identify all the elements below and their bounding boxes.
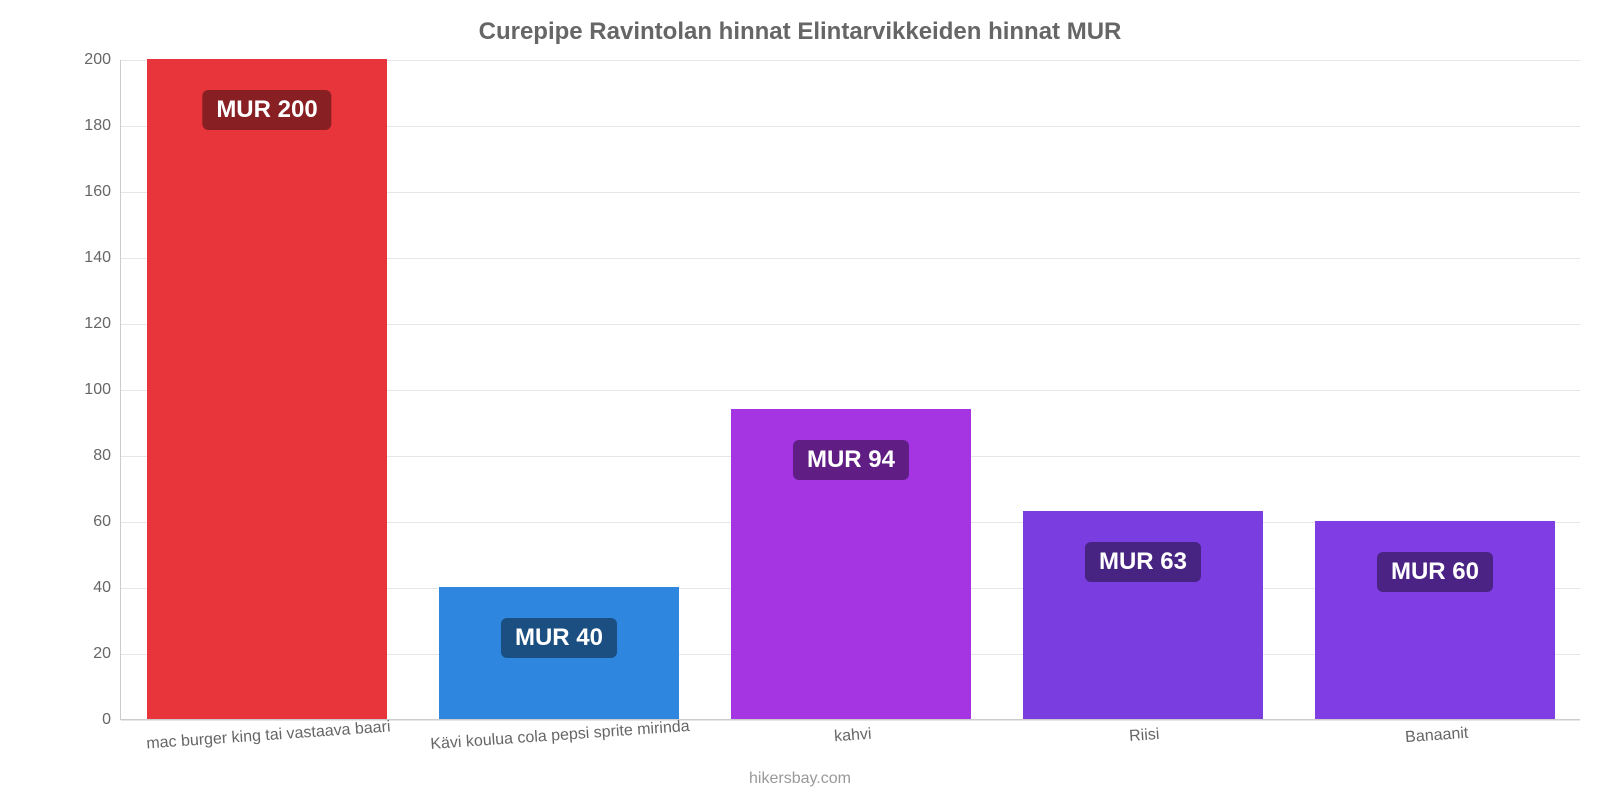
chart-footer: hikersbay.com	[0, 770, 1600, 788]
y-tick-label: 200	[84, 51, 121, 69]
plot-area: 020406080100120140160180200MUR 200mac bu…	[120, 60, 1580, 720]
y-tick-label: 60	[93, 513, 121, 531]
y-tick-label: 160	[84, 183, 121, 201]
y-tick-label: 80	[93, 447, 121, 465]
chart-title: Curepipe Ravintolan hinnat Elintarvikkei…	[0, 18, 1600, 46]
bar-value-label: MUR 60	[1377, 552, 1493, 592]
bar-value-label: MUR 200	[202, 90, 331, 130]
bar-value-label: MUR 94	[793, 440, 909, 480]
y-tick-label: 0	[102, 711, 121, 729]
x-tick-label: Riisi	[1128, 718, 1160, 746]
y-tick-label: 140	[84, 249, 121, 267]
y-tick-label: 20	[93, 645, 121, 663]
y-tick-label: 40	[93, 579, 121, 597]
bar	[1315, 521, 1554, 719]
bar-value-label: MUR 40	[501, 618, 617, 658]
x-tick-label: kahvi	[833, 718, 872, 747]
y-tick-label: 180	[84, 117, 121, 135]
bar	[147, 59, 386, 719]
price-bar-chart: Curepipe Ravintolan hinnat Elintarvikkei…	[0, 0, 1600, 800]
x-tick-label: Banaanit	[1404, 717, 1469, 747]
bar-value-label: MUR 63	[1085, 542, 1201, 582]
y-tick-label: 100	[84, 381, 121, 399]
y-tick-label: 120	[84, 315, 121, 333]
